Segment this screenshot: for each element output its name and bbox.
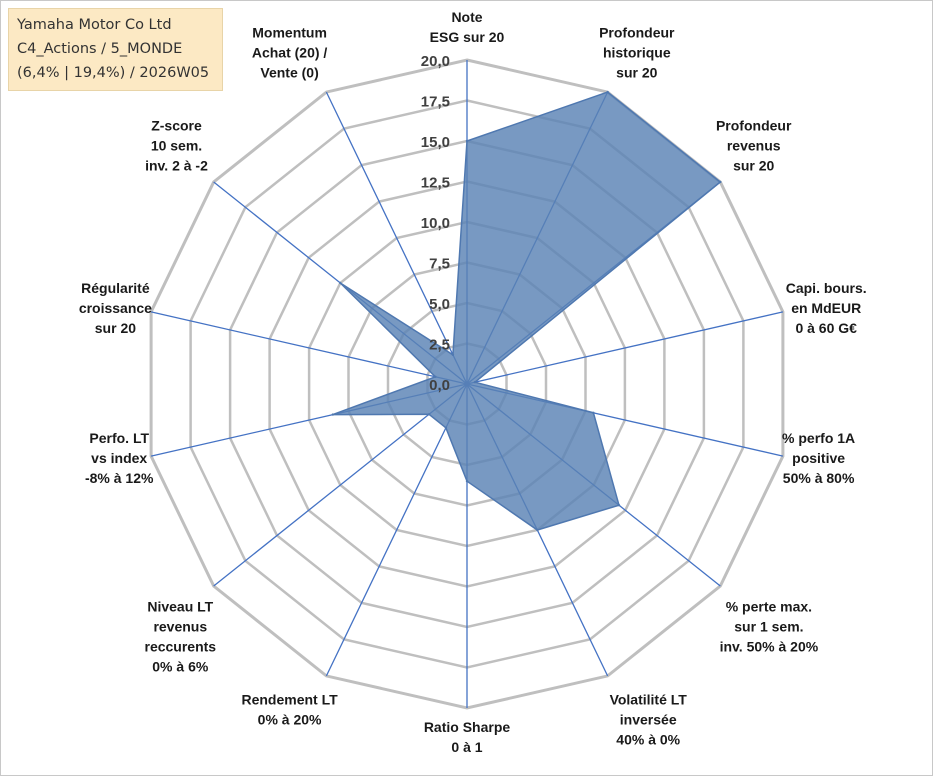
- axis-label-line: % perfo 1A: [782, 430, 855, 446]
- data-point: [331, 413, 334, 416]
- axis-label-4: Capi. bours. en MdEUR 0 à 60 G€: [786, 280, 867, 336]
- data-point: [606, 90, 609, 94]
- axis-label-line: Vente (0): [260, 64, 318, 80]
- axis-label-line: 50% à 80%: [783, 470, 855, 486]
- axis-spoke: [466, 311, 784, 385]
- axis-label-6: % perte max. sur 1 sem. inv. 50% à 20%: [720, 599, 819, 655]
- title-company: Yamaha Motor Co Ltd: [17, 17, 172, 33]
- tick-label: 7,5: [429, 256, 450, 273]
- axis-label-line: 0 à 1: [451, 739, 482, 755]
- axis-label-line: Note: [451, 9, 482, 25]
- axis-label-line: revenus: [153, 619, 207, 635]
- axis-label-1: Note ESG sur 20: [430, 9, 505, 45]
- axis-label-line: sur 20: [616, 64, 657, 80]
- data-point: [465, 480, 469, 483]
- data-series: [331, 90, 722, 532]
- axis-label-line: sur 20: [95, 320, 136, 336]
- data-point: [473, 381, 477, 384]
- tick-label: 10,0: [421, 215, 450, 232]
- axis-label-line: Perfo. LT: [89, 430, 149, 446]
- axis-label-line: Rendement LT: [241, 692, 338, 708]
- tick-label: 12,5: [421, 175, 450, 192]
- title-category: C4_Actions / 5_MONDE: [17, 41, 183, 57]
- axis-label-line: Achat (20) /: [252, 44, 328, 60]
- axis-label-line: positive: [792, 450, 845, 466]
- axis-label-line: Volatilité LT: [610, 692, 688, 708]
- axis-label-10: Niveau LT revenus reccurents 0% à 6%: [145, 599, 217, 675]
- data-point: [536, 528, 539, 532]
- axis-label-line: % perte max.: [726, 599, 812, 615]
- axis-label-11: Perfo. LT vs index -8% à 12%: [85, 430, 154, 486]
- axis-label-line: Régularité: [81, 280, 150, 296]
- data-point: [719, 180, 722, 184]
- tick-labels: 0,0 2,5 5,0 7,5 10,0 12,5 15,0 17,5 20,0: [421, 53, 450, 394]
- axis-label-line: 40% à 0%: [616, 732, 680, 748]
- tick-label: 15,0: [421, 134, 450, 151]
- axis-label-line: sur 20: [733, 158, 774, 174]
- axis-label-14: Momentum Achat (20) / Vente (0): [252, 24, 328, 80]
- axis-label-line: -8% à 12%: [85, 470, 154, 486]
- axis-label-line: sur 1 sem.: [734, 619, 803, 635]
- axis-label-line: 0% à 20%: [258, 712, 322, 728]
- chart-title-box: Yamaha Motor Co Ltd C4_Actions / 5_MONDE…: [8, 8, 223, 91]
- axis-label-line: vs index: [91, 450, 147, 466]
- title-period: (6,4% | 19,4%) / 2026W05: [17, 65, 210, 81]
- axis-labels: Note ESG sur 20 Profondeur historique sur 20…: [79, 9, 867, 755]
- axis-label-line: inversée: [620, 712, 677, 728]
- axis-label-line: reccurents: [145, 639, 217, 655]
- axis-label-line: Niveau LT: [147, 599, 213, 615]
- tick-label: 0,0: [429, 377, 450, 394]
- tick-label: 17,5: [421, 94, 450, 111]
- axis-label-line: historique: [603, 44, 671, 60]
- axis-label-line: Profondeur: [599, 24, 675, 40]
- axis-label-8: Ratio Sharpe 0 à 1: [424, 719, 511, 755]
- axis-label-line: Profondeur: [716, 118, 792, 134]
- axis-label-7: Volatilité LT inversée 40% à 0%: [610, 692, 688, 748]
- axis-label-12: Régularité croissance sur 20: [79, 280, 152, 336]
- axis-label-line: 0% à 6%: [152, 659, 209, 675]
- data-point: [451, 353, 455, 356]
- data-point: [434, 375, 437, 378]
- tick-label: 5,0: [429, 296, 450, 313]
- axis-label-13: Z-score 10 sem. inv. 2 à -2: [145, 118, 208, 174]
- data-point: [427, 413, 431, 416]
- axis-spoke: [150, 311, 468, 385]
- tick-label: 20,0: [421, 53, 450, 70]
- data-point: [465, 139, 469, 143]
- axis-spoke: [325, 91, 468, 385]
- axis-label-line: Z-score: [151, 118, 202, 134]
- axis-label-line: 10 sem.: [151, 138, 202, 154]
- axis-label-5: % perfo 1A positive 50% à 80%: [782, 430, 855, 486]
- axis-label-3: Profondeur revenus sur 20: [716, 118, 792, 174]
- axis-spoke: [325, 383, 468, 677]
- axis-label-line: inv. 2 à -2: [145, 158, 208, 174]
- axis-label-line: revenus: [727, 138, 781, 154]
- axis-label-line: Capi. bours.: [786, 280, 867, 296]
- axis-label-line: 0 à 60 G€: [795, 320, 857, 336]
- axis-label-line: Momentum: [252, 24, 327, 40]
- axis-label-line: croissance: [79, 300, 152, 316]
- data-point: [339, 281, 342, 285]
- axis-label-9: Rendement LT 0% à 20%: [241, 692, 338, 728]
- data-point: [592, 411, 595, 414]
- axis-label-2: Profondeur historique sur 20: [599, 24, 675, 80]
- axis-label-line: ESG sur 20: [430, 29, 505, 45]
- tick-label: 2,5: [429, 337, 450, 354]
- data-point: [444, 426, 448, 429]
- axis-spoke: [213, 383, 468, 587]
- data-point: [617, 504, 621, 507]
- axis-label-line: en MdEUR: [791, 300, 861, 316]
- axis-label-line: inv. 50% à 20%: [720, 639, 819, 655]
- axis-label-line: Ratio Sharpe: [424, 719, 511, 735]
